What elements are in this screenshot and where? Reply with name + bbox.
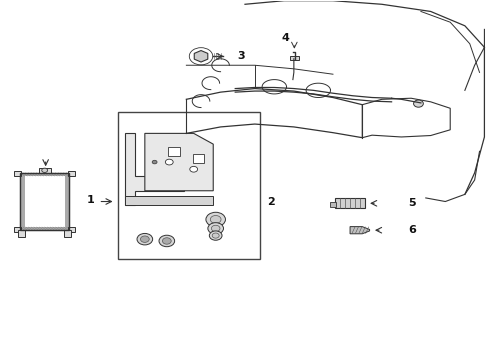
Text: 6: 6 bbox=[409, 225, 416, 235]
Polygon shape bbox=[350, 226, 369, 234]
Bar bbox=[18, 230, 25, 237]
Polygon shape bbox=[145, 134, 213, 191]
Circle shape bbox=[190, 166, 197, 172]
Polygon shape bbox=[194, 50, 208, 62]
Text: 1: 1 bbox=[86, 195, 94, 205]
Circle shape bbox=[206, 212, 225, 226]
Text: 4: 4 bbox=[282, 33, 290, 43]
Text: 2: 2 bbox=[267, 197, 275, 207]
Circle shape bbox=[414, 100, 423, 107]
Bar bbox=[20, 173, 69, 176]
Text: 3: 3 bbox=[238, 51, 245, 61]
Bar bbox=[65, 173, 69, 230]
Bar bbox=[68, 226, 75, 231]
Polygon shape bbox=[125, 134, 184, 205]
Circle shape bbox=[165, 159, 173, 165]
Bar bbox=[68, 171, 75, 176]
Bar bbox=[39, 168, 50, 173]
Polygon shape bbox=[362, 98, 450, 138]
Bar bbox=[290, 55, 299, 60]
Bar bbox=[20, 173, 69, 230]
Bar bbox=[330, 202, 336, 207]
Circle shape bbox=[42, 168, 48, 172]
Circle shape bbox=[208, 223, 223, 234]
Bar bbox=[193, 154, 204, 163]
Circle shape bbox=[137, 233, 153, 245]
Circle shape bbox=[159, 235, 174, 247]
Bar bbox=[20, 173, 24, 230]
Circle shape bbox=[162, 238, 171, 244]
Bar bbox=[64, 230, 71, 237]
Circle shape bbox=[209, 231, 222, 240]
Text: 5: 5 bbox=[409, 198, 416, 208]
Circle shape bbox=[212, 233, 219, 238]
Circle shape bbox=[141, 236, 149, 242]
Circle shape bbox=[211, 225, 220, 231]
Bar bbox=[118, 112, 260, 259]
Circle shape bbox=[152, 160, 157, 164]
Bar bbox=[20, 173, 69, 230]
Bar bbox=[14, 226, 21, 231]
Bar bbox=[335, 198, 365, 208]
Bar bbox=[168, 147, 180, 156]
Circle shape bbox=[210, 216, 221, 224]
Bar bbox=[20, 227, 69, 230]
Bar bbox=[125, 196, 213, 205]
Bar bbox=[14, 171, 21, 176]
